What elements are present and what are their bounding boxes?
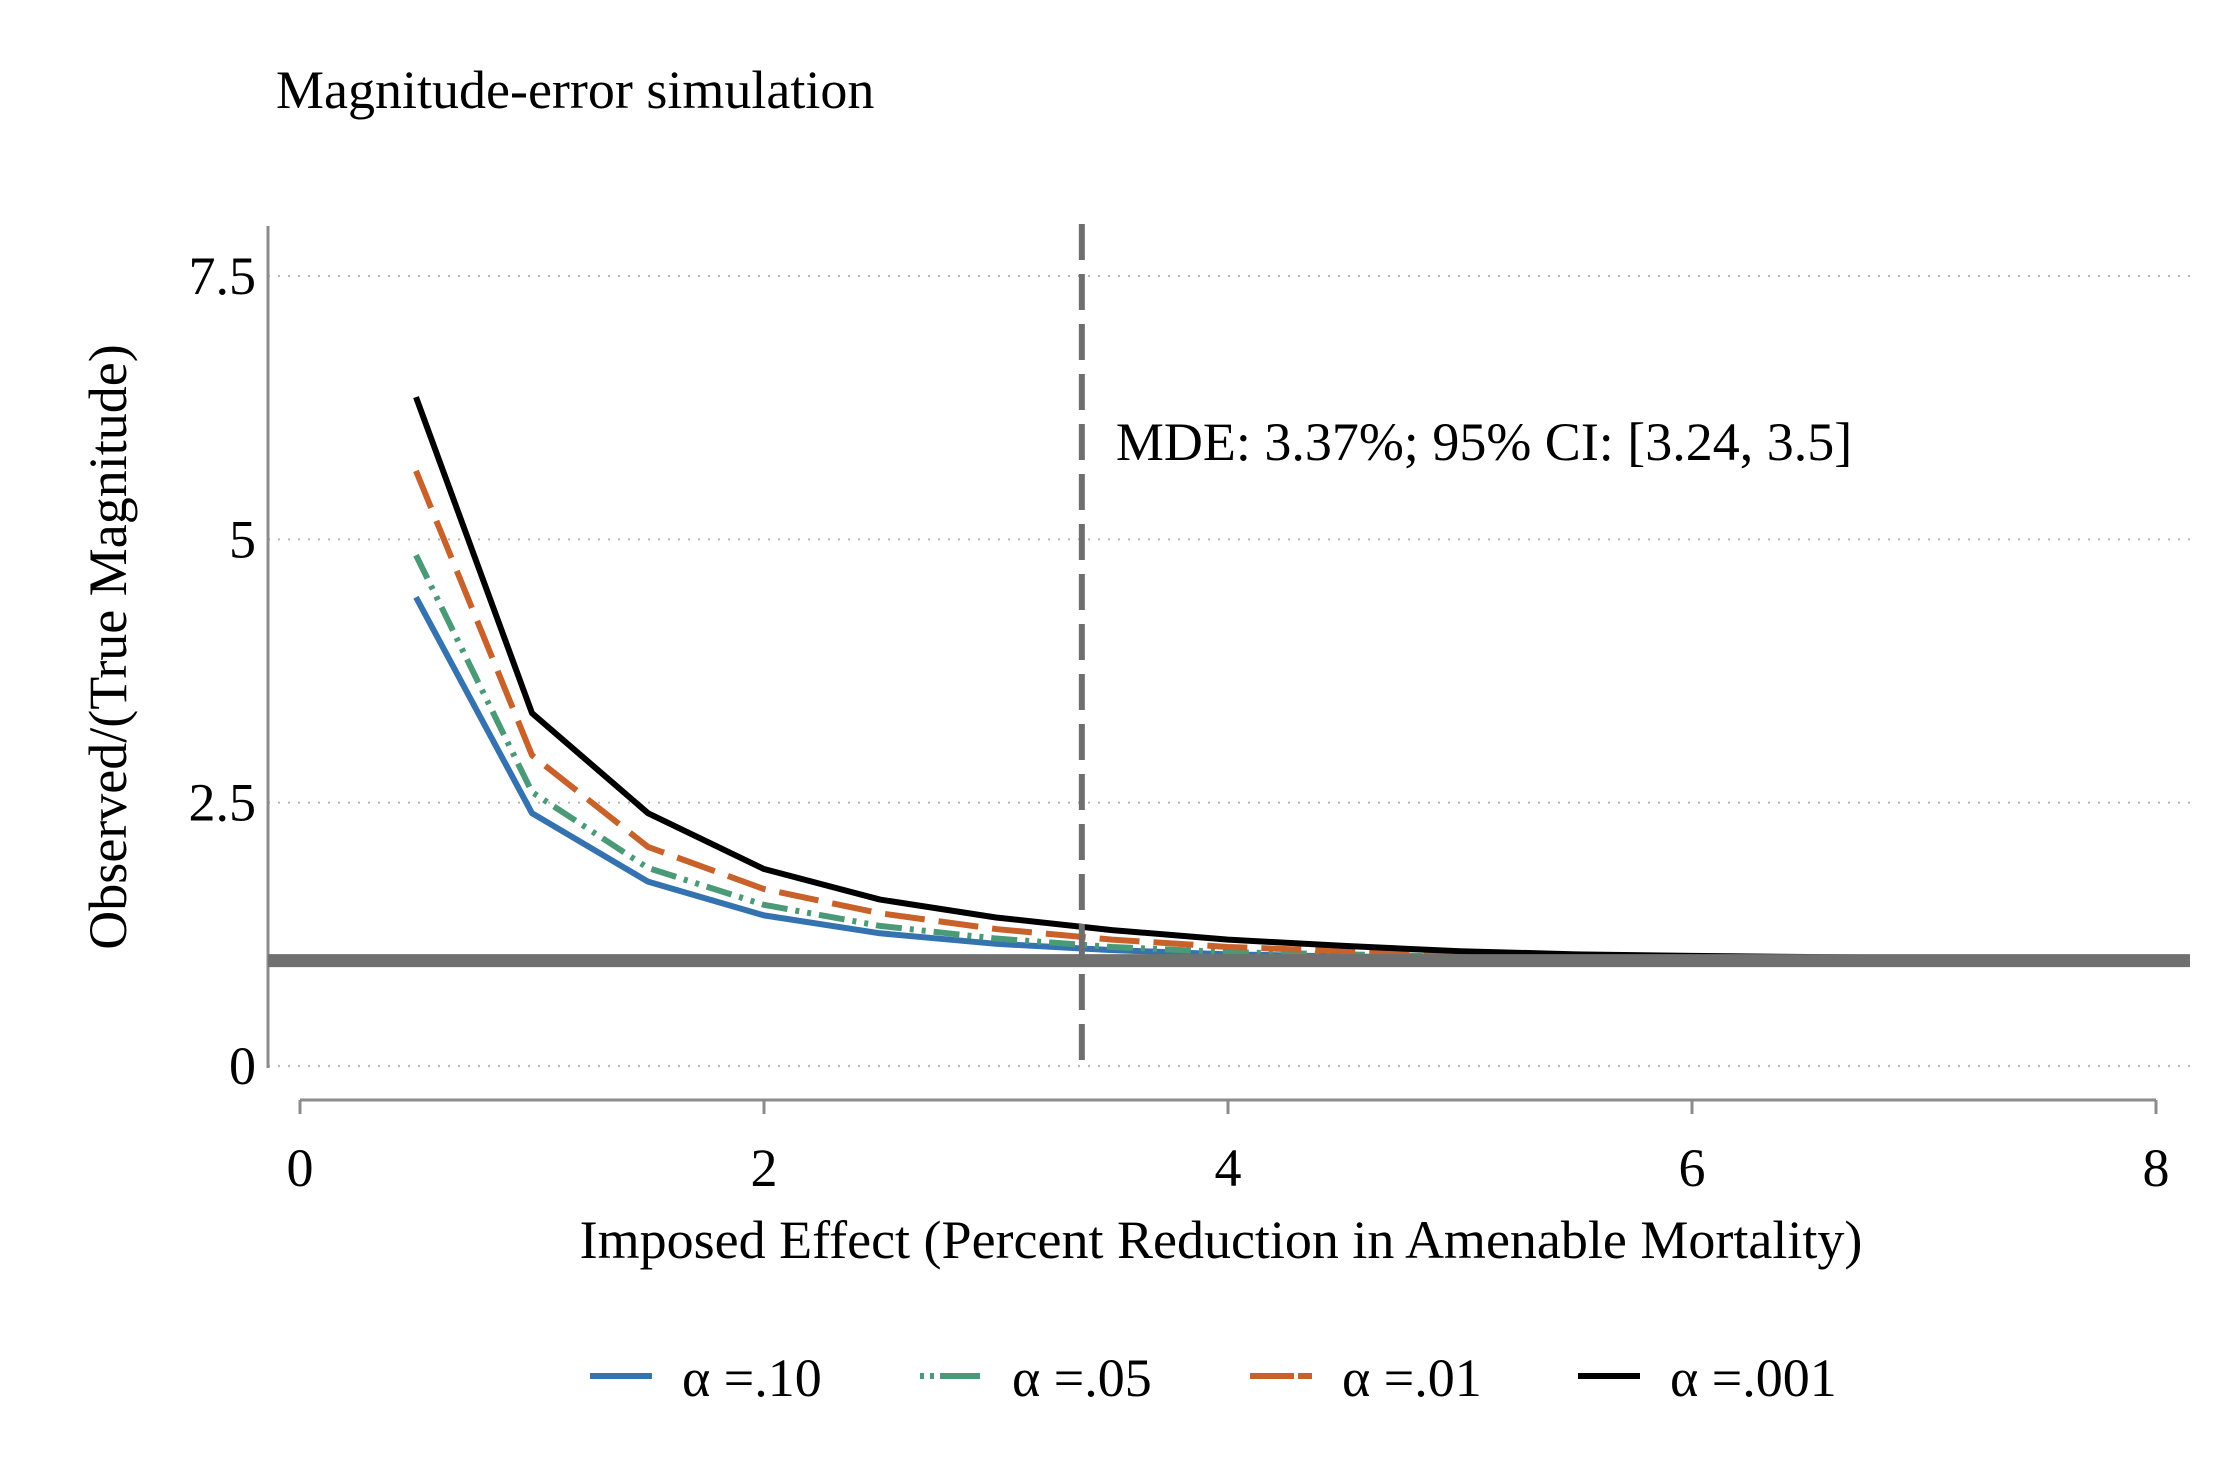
axes-layer: 0 2.5 5 7.5 0 2 4 6 8 <box>189 226 2170 1198</box>
legend-label: α =.05 <box>1012 1348 1152 1408</box>
x-tick-label: 6 <box>1679 1138 1706 1198</box>
series-line-2 <box>413 553 2157 964</box>
x-tick-label: 8 <box>2143 1138 2170 1198</box>
legend: α =.10 α =.05 α =.01 α =.001 <box>590 1348 1837 1408</box>
series-line-3 <box>413 469 2156 963</box>
annotation-layer: MDE: 3.37%; 95% CI: [3.24, 3.5] <box>268 224 2190 1068</box>
y-tick-label: 0 <box>229 1036 256 1096</box>
legend-label: α =.01 <box>1342 1348 1482 1408</box>
x-tick-label: 0 <box>287 1138 314 1198</box>
y-axis-label: Observed/(True Magnitude) <box>78 344 138 949</box>
x-tick-label: 2 <box>751 1138 778 1198</box>
mde-annotation: MDE: 3.37%; 95% CI: [3.24, 3.5] <box>1116 412 1852 472</box>
series-line-1 <box>413 595 2156 964</box>
x-axis-label: Imposed Effect (Percent Reduction in Ame… <box>580 1210 1863 1270</box>
chart-title: Magnitude-error simulation <box>276 60 874 120</box>
legend-label: α =.10 <box>682 1348 822 1408</box>
y-tick-label: 2.5 <box>189 773 257 833</box>
x-tick-label: 4 <box>1215 1138 1242 1198</box>
series-line-4 <box>413 396 2157 963</box>
y-tick-label: 5 <box>229 509 256 569</box>
series-layer <box>413 396 2157 964</box>
y-tick-label: 7.5 <box>189 246 257 306</box>
legend-label: α =.001 <box>1670 1348 1837 1408</box>
